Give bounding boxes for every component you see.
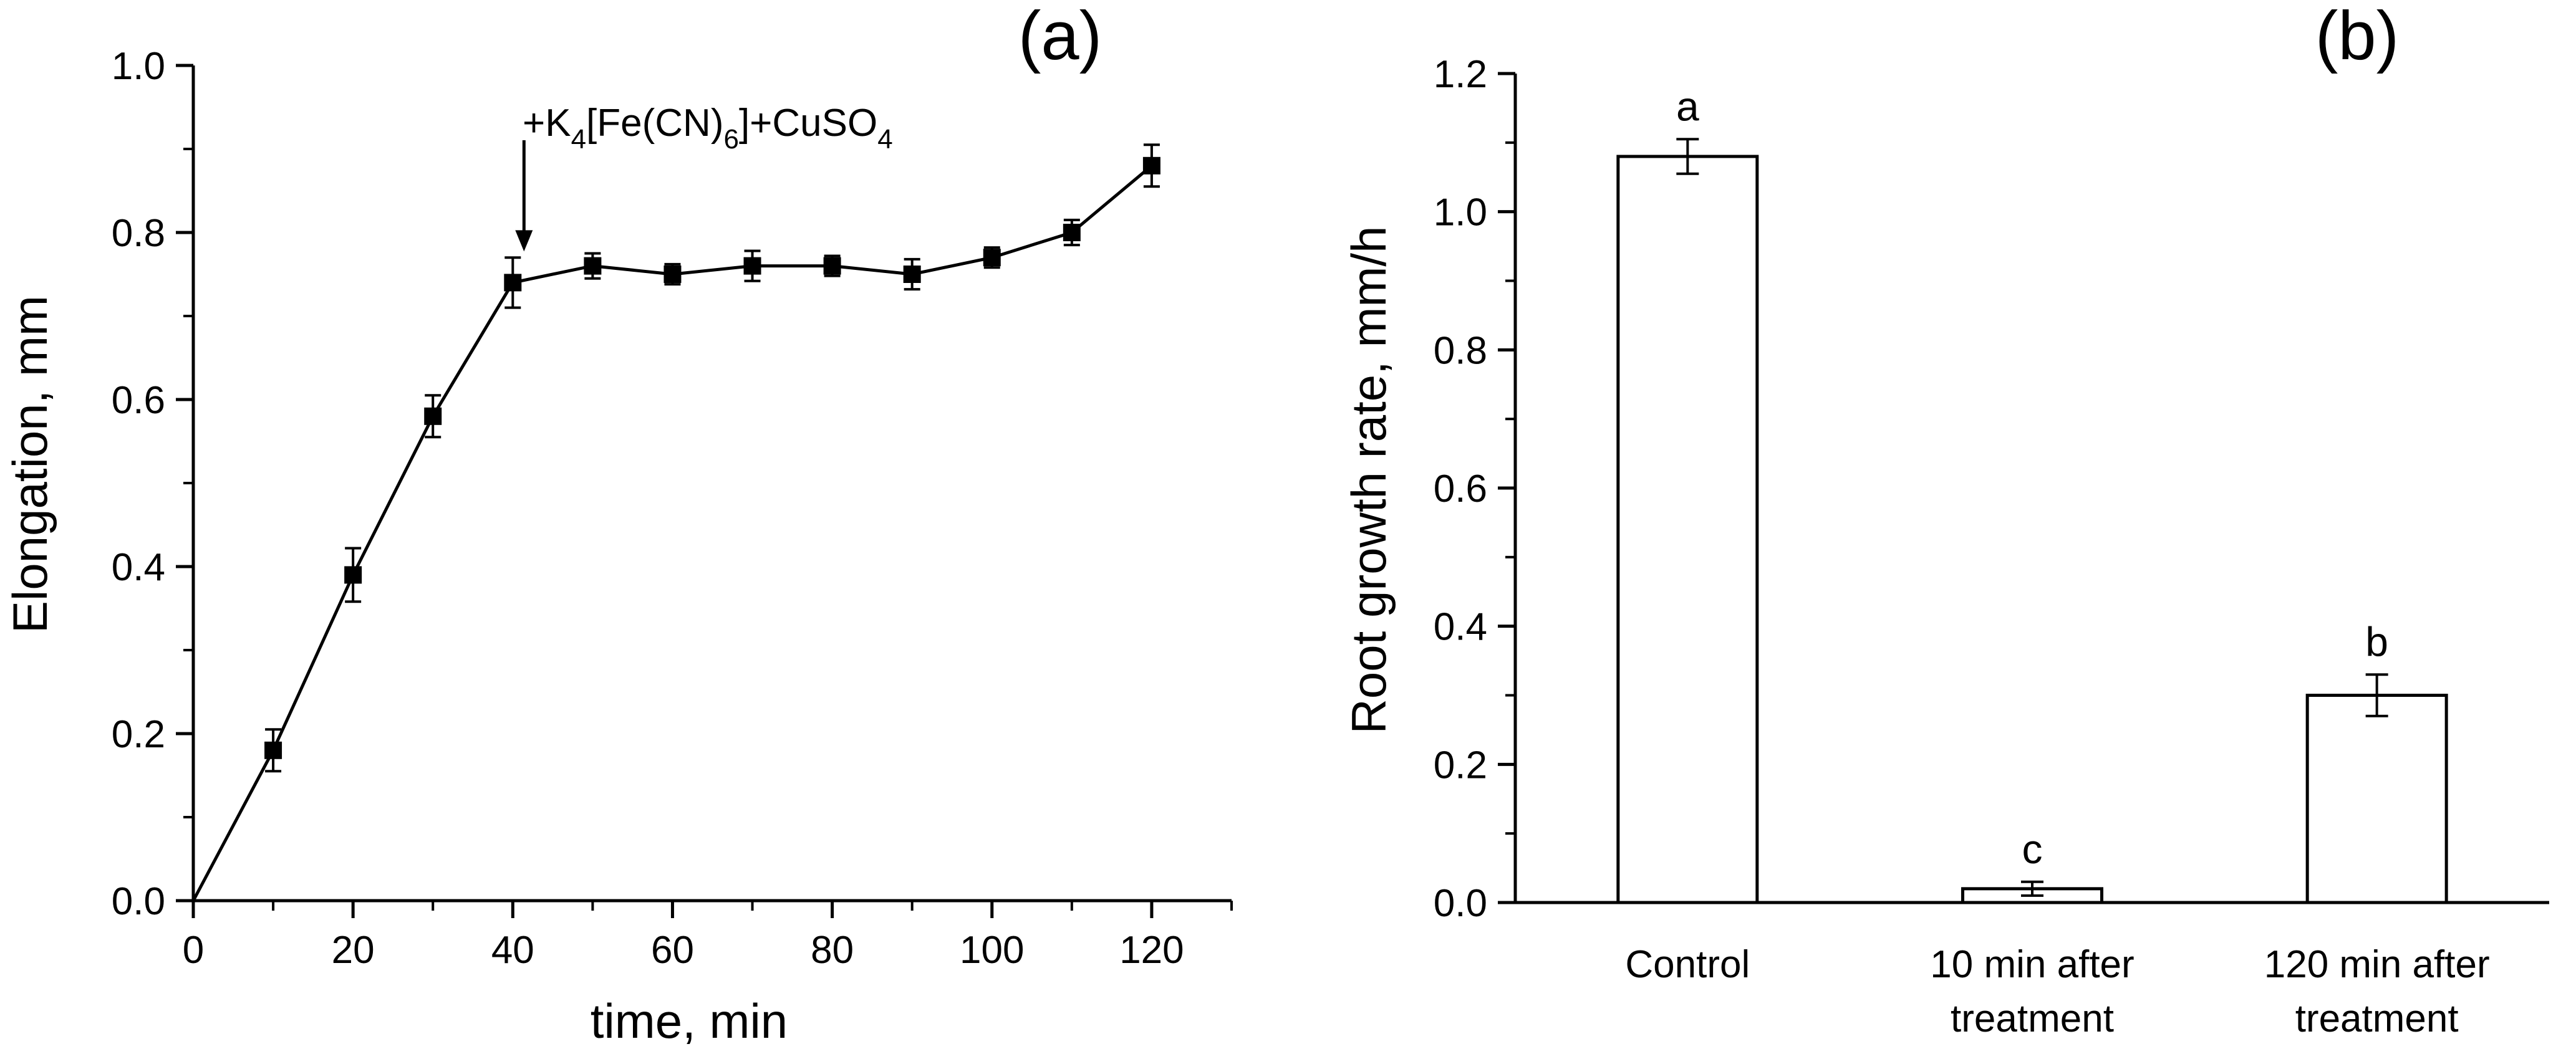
y-tick-label: 0.2	[112, 713, 165, 756]
bar	[2305, 694, 2448, 904]
data-point	[344, 566, 362, 584]
y-tick-label: 0.2	[1434, 744, 1487, 787]
y-tick-label: 0.8	[112, 212, 165, 255]
significance-letter: a	[1676, 83, 1699, 129]
data-point	[584, 257, 602, 275]
data-point	[983, 249, 1001, 267]
y-tick-label: 0.8	[1434, 329, 1487, 372]
significance-letter: b	[2365, 618, 2388, 664]
significance-letter: c	[2022, 826, 2043, 872]
y-tick-label: 0.6	[1434, 467, 1487, 510]
category-label: 10 min after	[1930, 943, 2134, 986]
panel-a-line-chart: (a) 0 20 40 60 80 100 120 0.0 0.2 0.4 0.6 0.8 1.0 ti…	[2, 0, 1233, 1048]
y-tick-label: 1.0	[112, 45, 165, 88]
bar	[1616, 155, 1759, 904]
data-point	[1063, 224, 1081, 241]
y-tick-label: 0.0	[1434, 882, 1487, 925]
category-label: treatment	[1951, 997, 2114, 1040]
data-point	[264, 741, 282, 759]
y-tick-label: 0.0	[112, 880, 165, 923]
panel-b-axes: 0.0 0.2 0.4 0.6 0.8 1.0 1.2	[1434, 53, 2549, 925]
panel-a-label: (a)	[1018, 0, 1102, 74]
panel-b-bars: a Control c 10 min after treatment b 120 min a…	[1616, 83, 2490, 1040]
category-label: 120 min after	[2264, 943, 2490, 986]
data-point	[743, 257, 761, 275]
annotation-arrow-head	[515, 230, 533, 252]
panel-b-label: (b)	[2315, 0, 2399, 74]
data-point	[1142, 156, 1160, 175]
x-tick-label: 20	[332, 929, 375, 972]
x-tick-label: 60	[651, 929, 694, 972]
panel-b-y-axis-label: Root growth rate, mm/h	[1341, 226, 1396, 734]
data-point	[663, 266, 682, 283]
panel-a-axes: 0 20 40 60 80 100 120 0.0 0.2 0.4 0.6 0.8 1.0	[112, 45, 1233, 972]
data-point	[823, 257, 841, 275]
x-tick-label: 80	[811, 929, 854, 972]
y-tick-label: 0.6	[112, 379, 165, 422]
category-label: Control	[1625, 943, 1750, 986]
panel-a-annotation: +K4[Fe(CN)6]+CuSO4	[515, 102, 893, 252]
panel-a-x-axis-label: time, min	[591, 994, 788, 1048]
y-tick-label: 0.4	[112, 546, 165, 589]
panel-a-y-axis-label: Elongation, mm	[2, 295, 57, 633]
y-tick-label: 0.4	[1434, 606, 1487, 649]
y-tick-label: 1.0	[1434, 191, 1487, 234]
x-tick-label: 100	[960, 929, 1024, 972]
panel-a-series	[191, 143, 1160, 902]
data-point	[903, 266, 921, 283]
data-point	[424, 407, 442, 425]
x-tick-label: 0	[183, 929, 204, 972]
category-label: treatment	[2295, 997, 2459, 1040]
annotation-formula: +K4[Fe(CN)6]+CuSO4	[523, 102, 893, 155]
x-tick-label: 120	[1119, 929, 1184, 972]
x-tick-label: 40	[491, 929, 534, 972]
data-point	[504, 274, 522, 292]
panel-b-bar-chart: (b) 0.0 0.2 0.4 0.6 0.8 1.0 1.2 a Control c 10 mi…	[1341, 0, 2549, 1040]
y-tick-label: 1.2	[1434, 53, 1487, 96]
